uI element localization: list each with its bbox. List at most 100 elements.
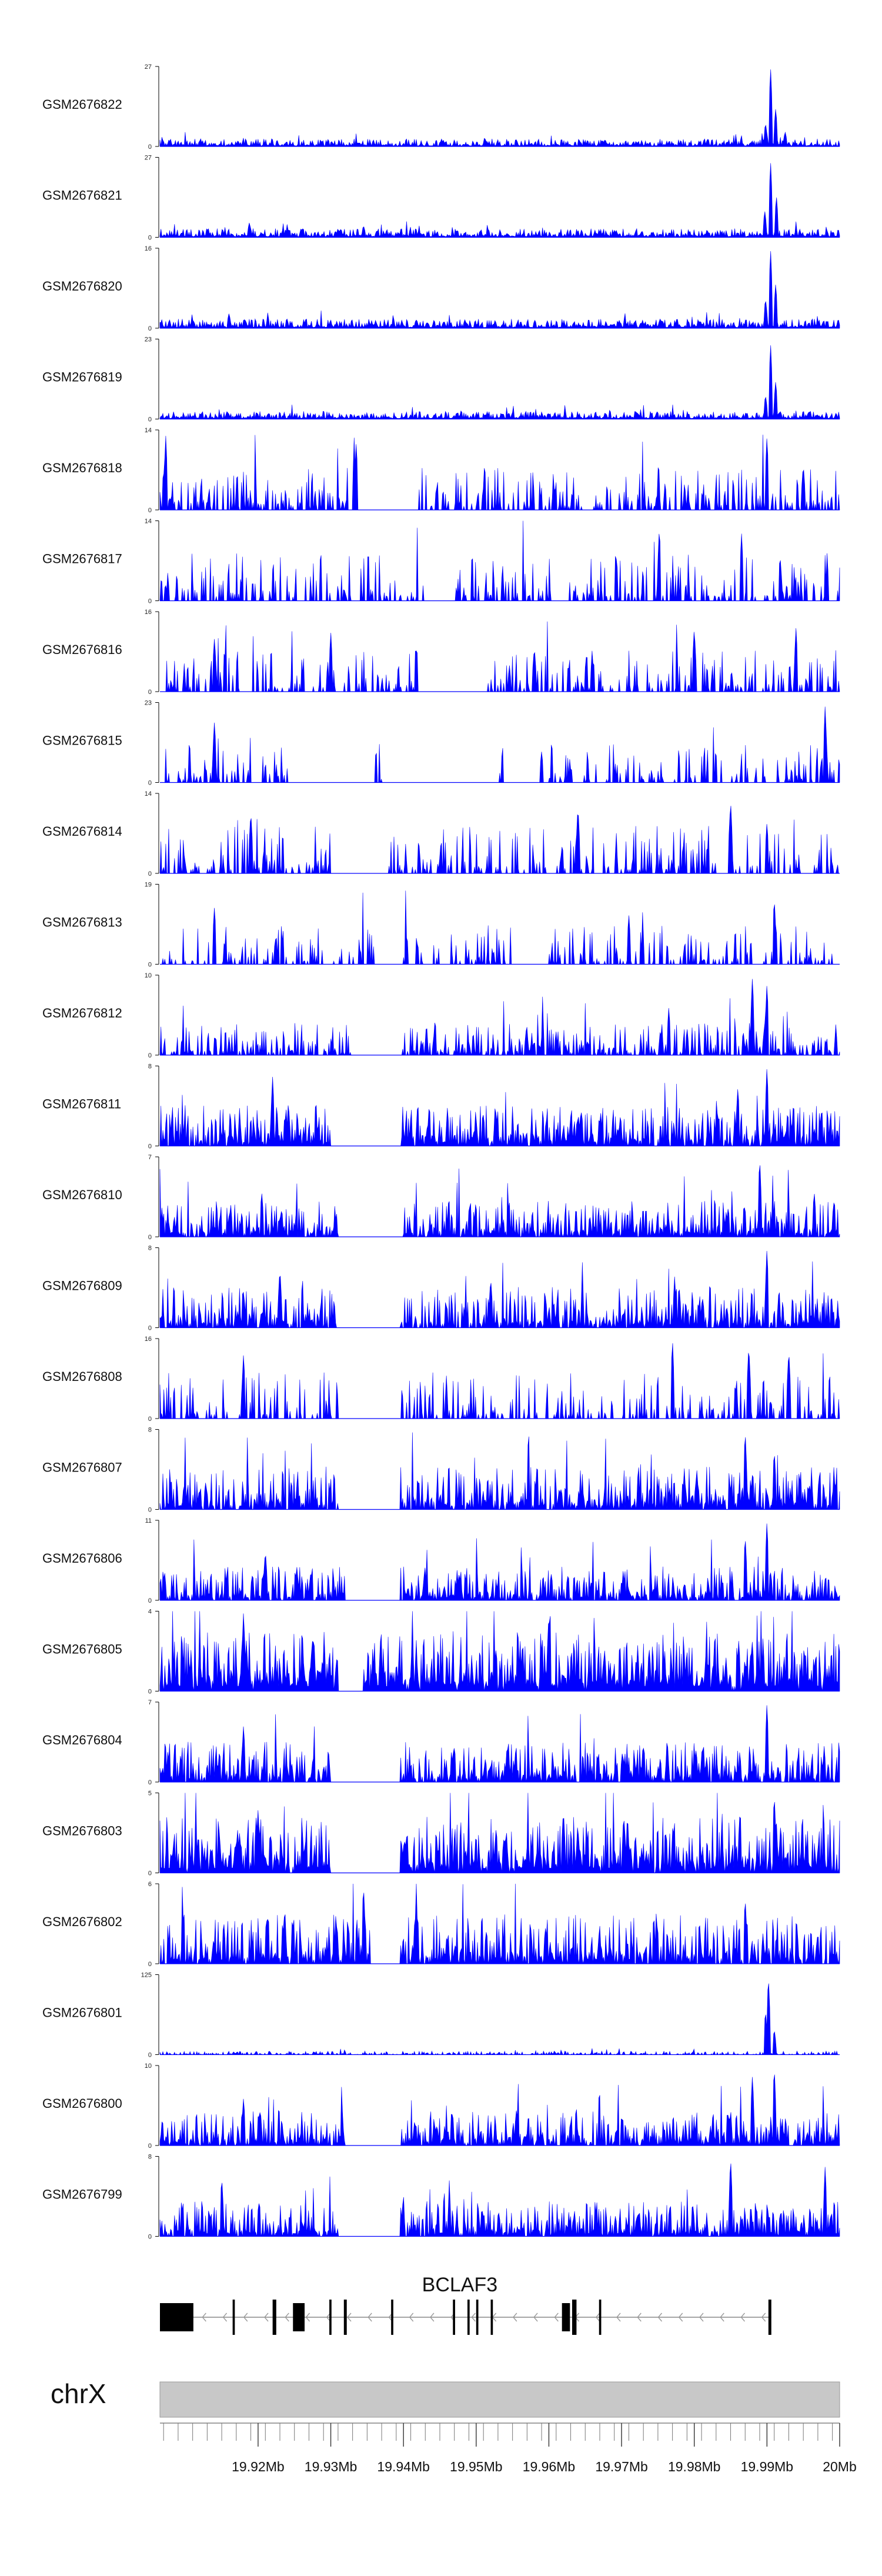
exon bbox=[343, 2300, 347, 2335]
y-max-label: 16 bbox=[145, 609, 152, 616]
track-GSM2676811: GSM2676811 8 0 bbox=[42, 1063, 840, 1150]
y-min-label: 0 bbox=[148, 870, 152, 877]
exon bbox=[453, 2300, 455, 2335]
track-label: GSM2676822 bbox=[42, 97, 122, 112]
track-label: GSM2676820 bbox=[42, 279, 122, 293]
track-GSM2676820: GSM2676820 16 0 bbox=[42, 245, 840, 332]
y-max-label: 11 bbox=[145, 1517, 152, 1524]
x-tick-label: 19.95Mb bbox=[450, 2459, 503, 2474]
y-min-label: 0 bbox=[148, 1234, 152, 1241]
y-min-label: 0 bbox=[148, 2052, 152, 2059]
exon bbox=[329, 2300, 332, 2335]
track-label: GSM2676808 bbox=[42, 1369, 122, 1384]
track-label: GSM2676821 bbox=[42, 188, 122, 203]
chromosome-track: chrX bbox=[51, 2378, 840, 2418]
signal-area bbox=[159, 2163, 840, 2237]
track-GSM2676807: GSM2676807 8 0 bbox=[42, 1427, 840, 1514]
y-min-label: 0 bbox=[148, 1870, 152, 1877]
y-min-label: 0 bbox=[148, 2143, 152, 2150]
y-max-label: 14 bbox=[145, 427, 152, 434]
strand-arrow bbox=[761, 2313, 766, 2322]
signal-area bbox=[159, 1883, 840, 1964]
y-min-label: 0 bbox=[148, 1143, 152, 1150]
y-max-label: 16 bbox=[145, 245, 152, 252]
track-GSM2676813: GSM2676813 19 0 bbox=[42, 882, 840, 969]
track-label: GSM2676813 bbox=[42, 915, 122, 930]
track-label: GSM2676819 bbox=[42, 370, 122, 385]
y-max-label: 16 bbox=[145, 1336, 152, 1343]
signal-area bbox=[160, 890, 840, 965]
track-label: GSM2676806 bbox=[42, 1551, 122, 1566]
y-min-label: 0 bbox=[148, 1507, 152, 1514]
exon bbox=[599, 2300, 602, 2335]
track-label: GSM2676800 bbox=[42, 2096, 122, 2111]
strand-arrow bbox=[347, 2313, 352, 2322]
signal-area bbox=[159, 2074, 840, 2147]
track-label: GSM2676816 bbox=[42, 642, 122, 657]
strand-arrow bbox=[471, 2313, 476, 2322]
y-max-label: 23 bbox=[145, 700, 152, 707]
track-label: GSM2676801 bbox=[42, 2006, 122, 2020]
track-GSM2676799: GSM2676799 8 0 bbox=[42, 2154, 840, 2241]
track-label: GSM2676805 bbox=[42, 1642, 122, 1657]
y-min-label: 0 bbox=[148, 598, 152, 605]
signal-area bbox=[159, 1705, 840, 1783]
y-max-label: 23 bbox=[145, 336, 152, 343]
signal-area bbox=[159, 1432, 840, 1510]
track-GSM2676804: GSM2676804 7 0 bbox=[42, 1699, 840, 1786]
strand-arrow bbox=[637, 2313, 642, 2322]
strand-arrow bbox=[368, 2313, 372, 2322]
exon bbox=[391, 2300, 393, 2335]
signal-area bbox=[160, 706, 840, 783]
track-label: GSM2676799 bbox=[42, 2187, 122, 2202]
y-min-label: 0 bbox=[148, 1416, 152, 1423]
signal-area bbox=[159, 1343, 840, 1419]
exon bbox=[476, 2300, 479, 2335]
track-label: GSM2676814 bbox=[42, 824, 122, 839]
signal-area bbox=[159, 1523, 840, 1601]
y-min-label: 0 bbox=[148, 2234, 152, 2241]
strand-arrow bbox=[533, 2313, 538, 2322]
gene-label: BCLAF3 bbox=[422, 2274, 498, 2296]
y-max-label: 6 bbox=[148, 1881, 152, 1888]
track-GSM2676802: GSM2676802 6 0 bbox=[42, 1881, 840, 1968]
track-GSM2676806: GSM2676806 11 0 bbox=[42, 1517, 840, 1604]
track-GSM2676816: GSM2676816 16 0 bbox=[42, 609, 840, 696]
exon bbox=[232, 2300, 235, 2335]
strand-arrow bbox=[720, 2313, 724, 2322]
strand-arrow bbox=[595, 2313, 600, 2322]
track-GSM2676812: GSM2676812 10 0 bbox=[42, 972, 840, 1059]
x-tick-label: 19.96Mb bbox=[523, 2459, 576, 2474]
track-label: GSM2676804 bbox=[42, 1733, 122, 1747]
y-min-label: 0 bbox=[148, 689, 152, 696]
track-GSM2676808: GSM2676808 16 0 bbox=[42, 1336, 840, 1423]
y-max-label: 8 bbox=[148, 1063, 152, 1070]
y-max-label: 10 bbox=[145, 2063, 152, 2070]
gene-track: BCLAF3 bbox=[160, 2274, 771, 2335]
track-GSM2676814: GSM2676814 14 0 bbox=[42, 790, 840, 877]
signal-area bbox=[159, 1611, 840, 1691]
track-GSM2676809: GSM2676809 8 0 bbox=[42, 1245, 840, 1332]
y-min-label: 0 bbox=[148, 235, 152, 242]
strand-arrow bbox=[740, 2313, 746, 2322]
track-GSM2676818: GSM2676818 14 0 bbox=[42, 427, 840, 514]
signal-area bbox=[159, 1793, 840, 1873]
chromosome-label: chrX bbox=[51, 2378, 106, 2409]
x-tick-label: 19.94Mb bbox=[377, 2459, 430, 2474]
track-GSM2676822: GSM2676822 27 0 bbox=[42, 64, 840, 151]
ideogram-bar bbox=[159, 2381, 840, 2418]
genomic-axis: 19.92Mb 19.93Mb 19.94Mb 19.95Mb 19.96Mb 19.97… bbox=[160, 2422, 857, 2474]
y-max-label: 7 bbox=[148, 1154, 152, 1161]
signal-area bbox=[159, 806, 840, 874]
strand-arrow bbox=[264, 2313, 269, 2322]
strand-arrow bbox=[430, 2313, 435, 2322]
y-min-label: 0 bbox=[148, 325, 152, 332]
y-max-label: 4 bbox=[148, 1609, 152, 1616]
y-min-label: 0 bbox=[148, 507, 152, 514]
strand-arrow bbox=[285, 2313, 289, 2322]
track-label: GSM2676815 bbox=[42, 733, 122, 748]
y-min-label: 0 bbox=[148, 962, 152, 969]
strand-arrow bbox=[616, 2313, 621, 2322]
track-label: GSM2676810 bbox=[42, 1187, 122, 1202]
